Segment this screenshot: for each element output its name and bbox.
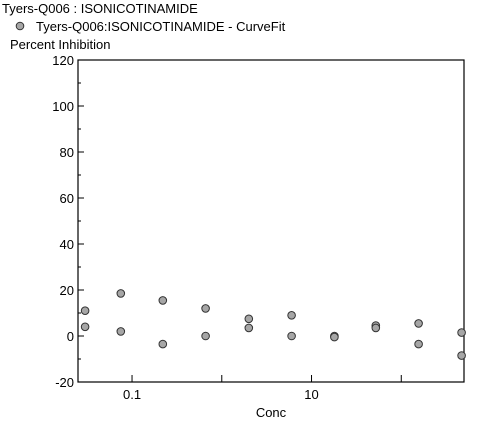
y-tick-label: 40: [60, 237, 74, 252]
data-point: [116, 327, 126, 336]
chart-title: Tyers-Q006 : ISONICOTINAMIDE: [2, 1, 198, 16]
y-tick-label: 20: [60, 283, 74, 298]
data-point: [457, 351, 466, 360]
data-point: [330, 332, 339, 342]
y-tick-label: 120: [52, 53, 74, 68]
data-point: [414, 339, 423, 349]
y-tick-label: -20: [55, 375, 74, 390]
data-point: [457, 328, 466, 337]
x-tick-label: 0.1: [123, 387, 141, 402]
data-point: [158, 296, 168, 305]
data-point: [287, 331, 296, 341]
y-tick-label: 80: [60, 145, 74, 160]
data-point: [244, 323, 254, 333]
data-point: [287, 311, 296, 320]
y-tick-label: 0: [67, 329, 74, 344]
data-points: [80, 289, 466, 360]
data-point: [80, 322, 90, 332]
data-point: [158, 339, 168, 349]
y-axis-label: Percent Inhibition: [10, 37, 110, 52]
y-tick-label: 60: [60, 191, 74, 206]
data-point: [201, 304, 210, 313]
data-point: [116, 289, 126, 298]
data-point: [371, 323, 381, 333]
data-point: [201, 331, 210, 341]
x-axis-label: Conc: [256, 405, 287, 420]
data-point: [80, 306, 90, 316]
data-point: [244, 314, 254, 324]
plot-frame: [77, 59, 465, 383]
legend-label: Tyers-Q006:ISONICOTINAMIDE - CurveFit: [36, 19, 286, 34]
x-axis: 0.1 10: [123, 375, 402, 402]
y-axis: -20 0 20 40 60 80 100 120: [52, 53, 84, 390]
y-tick-label: 100: [52, 99, 74, 114]
legend-marker: [15, 21, 25, 31]
data-point: [414, 319, 423, 328]
x-tick-label: 10: [304, 387, 318, 402]
